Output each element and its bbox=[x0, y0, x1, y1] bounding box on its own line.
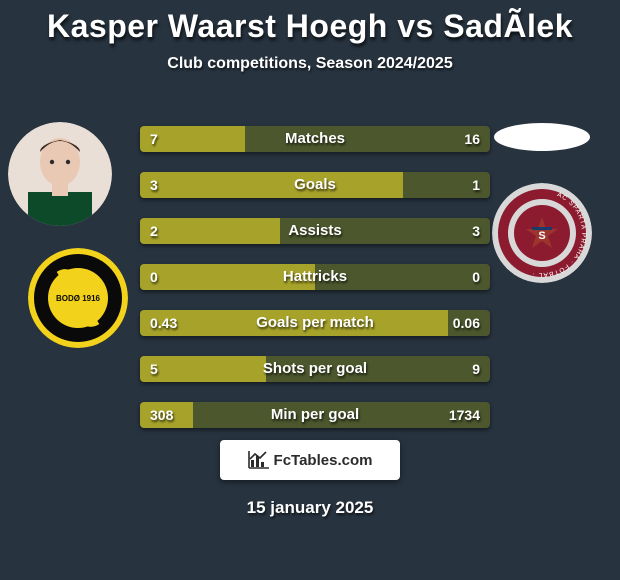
stat-bar-right-fill bbox=[245, 126, 490, 152]
stat-value-right: 1734 bbox=[449, 402, 480, 428]
stat-bar: 00Hattricks bbox=[140, 264, 490, 290]
footer-brand-text: FcTables.com bbox=[274, 452, 373, 469]
stats-bars-container: 716Matches31Goals23Assists00Hattricks0.4… bbox=[140, 126, 490, 448]
stat-bar: 23Assists bbox=[140, 218, 490, 244]
stat-value-left: 0 bbox=[150, 264, 158, 290]
stat-bar: 3081734Min per goal bbox=[140, 402, 490, 428]
player-right-club-logo: S AC SPARTA PRAHA · FOTBAL · bbox=[492, 183, 592, 283]
stat-bar-left-fill bbox=[140, 310, 448, 336]
stat-bar-left-fill bbox=[140, 172, 403, 198]
player-right-avatar-placeholder bbox=[492, 122, 592, 152]
stat-bar-left-fill bbox=[140, 264, 315, 290]
stat-value-left: 0.43 bbox=[150, 310, 177, 336]
page-title: Kasper Waarst Hoegh vs SadÃ­lek bbox=[0, 0, 620, 45]
player-left-club-logo: BODØ 1916 bbox=[28, 248, 128, 348]
stat-value-right: 9 bbox=[472, 356, 480, 382]
left-player-column: BODØ 1916 bbox=[8, 122, 128, 348]
club-logo-text: BODØ 1916 bbox=[56, 294, 101, 303]
chart-icon bbox=[248, 450, 270, 470]
stat-bar-right-fill bbox=[193, 402, 491, 428]
stat-bar-left-fill bbox=[140, 356, 266, 382]
stat-bar-right-fill bbox=[280, 218, 490, 244]
stat-bar: 31Goals bbox=[140, 172, 490, 198]
stat-bar-right-fill bbox=[315, 264, 490, 290]
stat-bar: 716Matches bbox=[140, 126, 490, 152]
footer-brand-box[interactable]: FcTables.com bbox=[220, 440, 400, 480]
stat-bar-right-fill bbox=[266, 356, 490, 382]
stat-value-right: 3 bbox=[472, 218, 480, 244]
stat-value-left: 5 bbox=[150, 356, 158, 382]
page-subtitle: Club competitions, Season 2024/2025 bbox=[0, 55, 620, 73]
stat-bar: 59Shots per goal bbox=[140, 356, 490, 382]
stat-value-right: 16 bbox=[464, 126, 480, 152]
right-player-column: S AC SPARTA PRAHA · FOTBAL · bbox=[492, 122, 612, 283]
stat-value-right: 0 bbox=[472, 264, 480, 290]
stat-bar-left-fill bbox=[140, 218, 280, 244]
stat-value-left: 2 bbox=[150, 218, 158, 244]
stat-value-left: 3 bbox=[150, 172, 158, 198]
stat-value-right: 0.06 bbox=[453, 310, 480, 336]
stat-bar: 0.430.06Goals per match bbox=[140, 310, 490, 336]
stat-value-right: 1 bbox=[472, 172, 480, 198]
comparison-date: 15 january 2025 bbox=[0, 498, 620, 518]
club-logo-letter: S bbox=[538, 230, 545, 242]
player-left-avatar bbox=[8, 122, 112, 226]
stat-value-left: 308 bbox=[150, 402, 173, 428]
stat-value-left: 7 bbox=[150, 126, 158, 152]
